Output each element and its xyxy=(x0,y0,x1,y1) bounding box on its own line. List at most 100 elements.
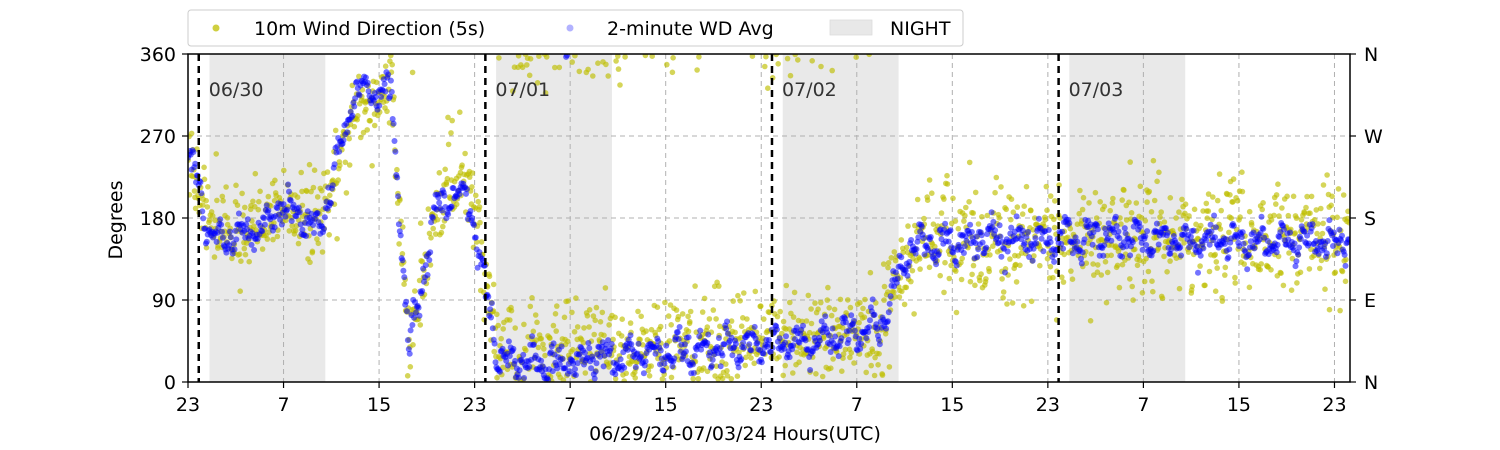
point-5s-1050 xyxy=(903,284,910,291)
point-5s-614 xyxy=(605,73,611,79)
point-2min-238 xyxy=(397,232,404,239)
point-5s-1019 xyxy=(881,283,888,290)
point-5s-735 xyxy=(687,308,694,315)
point-5s-871 xyxy=(780,318,787,325)
point-5s-1191 xyxy=(999,276,1005,282)
point-5s-1637 xyxy=(1304,193,1310,200)
point-5s-1131 xyxy=(958,276,965,283)
point-5s-161 xyxy=(295,240,302,247)
point-5s-1202 xyxy=(1007,256,1013,262)
point-2min-141 xyxy=(311,230,317,236)
point-2min-297 xyxy=(450,185,457,192)
point-5s-892 xyxy=(795,57,801,63)
point-2min-556 xyxy=(682,341,688,348)
point-5s-458 xyxy=(498,335,505,342)
point-2min-320 xyxy=(471,222,477,228)
point-5s-786 xyxy=(723,361,729,367)
point-2min-235 xyxy=(395,193,402,200)
point-2min-669 xyxy=(783,333,789,340)
point-5s-291 xyxy=(384,108,390,115)
point-2min-86 xyxy=(261,221,268,228)
point-5s-594 xyxy=(591,331,597,338)
point-5s-1331 xyxy=(1095,262,1101,268)
point-2min-1282 xyxy=(1330,229,1337,236)
point-5s-1445 xyxy=(1173,215,1179,221)
point-2min-1003 xyxy=(1081,236,1088,243)
point-5s-1147 xyxy=(969,271,975,278)
point-2min-1099 xyxy=(1167,250,1174,257)
point-2min-125 xyxy=(296,209,303,216)
point-5s-1531 xyxy=(1232,274,1238,281)
point-2min-1038 xyxy=(1112,213,1119,220)
point-5s-415 xyxy=(469,184,475,190)
point-5s-1137 xyxy=(963,204,969,211)
point-2min-1125 xyxy=(1190,227,1197,234)
point-5s-1018 xyxy=(881,297,887,303)
point-2min-1094 xyxy=(1162,225,1169,232)
point-5s-1113 xyxy=(946,275,953,282)
point-5s-1410 xyxy=(1149,278,1155,285)
point-2min-1160 xyxy=(1221,240,1228,247)
point-2min-824 xyxy=(921,251,928,258)
point-2min-39 xyxy=(219,234,226,241)
point-5s-641 xyxy=(623,370,629,377)
point-2min-751 xyxy=(856,335,863,342)
point-5s-1411 xyxy=(1150,288,1156,295)
point-5s-289 xyxy=(382,63,389,69)
point-2min-1150 xyxy=(1212,224,1219,231)
point-2min-112 xyxy=(285,181,292,188)
point-2min-1143 xyxy=(1206,241,1213,248)
point-2min-17 xyxy=(200,215,207,222)
point-2min-184 xyxy=(349,112,356,119)
point-5s-1506 xyxy=(1214,197,1221,204)
point-2min-946 xyxy=(1030,245,1037,252)
point-5s-709 xyxy=(670,55,676,61)
point-5s-862 xyxy=(774,313,781,320)
point-5s-1291 xyxy=(1068,268,1074,274)
point-5s-416 xyxy=(469,170,476,176)
x-tick-label-12: 23 xyxy=(1322,394,1346,416)
point-5s-529 xyxy=(547,335,553,342)
point-5s-1696 xyxy=(1344,215,1350,222)
point-2min-81 xyxy=(257,222,264,229)
day-marker-label-3: 07/03 xyxy=(1069,79,1124,101)
point-5s-1513 xyxy=(1219,298,1226,304)
point-2min-510 xyxy=(640,370,647,377)
point-5s-1459 xyxy=(1182,201,1189,207)
point-5s-1366 xyxy=(1119,197,1125,203)
point-2min-97 xyxy=(271,224,278,231)
point-2min-352 xyxy=(499,345,506,352)
point-5s-593 xyxy=(590,313,597,319)
point-5s-936 xyxy=(825,284,831,291)
point-2min-234 xyxy=(394,174,401,181)
x-tick-label-4: 7 xyxy=(564,394,576,416)
point-5s-1090 xyxy=(930,221,937,227)
point-2min-1042 xyxy=(1116,235,1123,242)
point-5s-1697 xyxy=(1345,208,1350,215)
point-2min-449 xyxy=(586,345,593,352)
point-5s-95 xyxy=(250,198,256,205)
point-2min-1100 xyxy=(1168,246,1175,253)
point-2min-1189 xyxy=(1247,238,1254,245)
point-5s-886 xyxy=(790,314,797,320)
point-5s-1539 xyxy=(1237,214,1243,220)
x-tick-label-10: 7 xyxy=(1137,394,1149,416)
point-5s-296 xyxy=(388,54,394,59)
point-5s-1173 xyxy=(987,252,993,258)
point-2min-1148 xyxy=(1211,212,1218,219)
point-2min-621 xyxy=(740,339,747,346)
point-5s-1653 xyxy=(1315,221,1321,227)
point-2min-786 xyxy=(887,293,894,300)
point-2min-948 xyxy=(1032,235,1039,242)
point-5s-789 xyxy=(724,373,731,379)
point-5s-28 xyxy=(204,204,211,210)
point-2min-604 xyxy=(724,330,731,337)
point-2min-763 xyxy=(867,317,873,324)
point-5s-843 xyxy=(762,63,768,70)
point-2min-116 xyxy=(288,218,295,224)
point-5s-57 xyxy=(224,215,231,221)
point-5s-448 xyxy=(491,348,498,355)
point-2min-468 xyxy=(603,341,610,348)
point-2min-889 xyxy=(979,239,986,246)
point-5s-977 xyxy=(853,54,859,60)
